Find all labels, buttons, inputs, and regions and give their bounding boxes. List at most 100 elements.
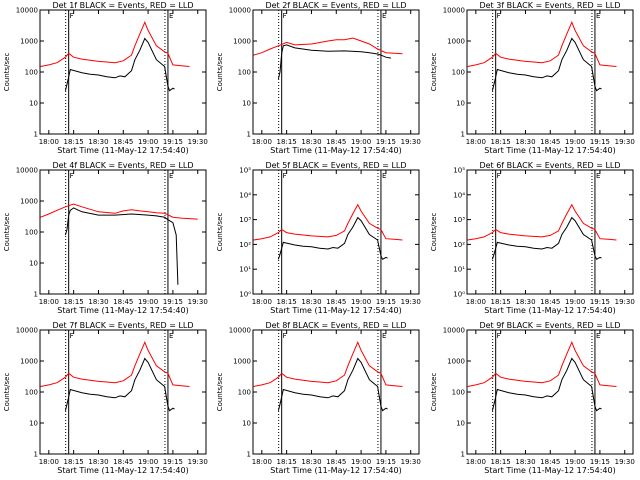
y-axis-label: Counts/sec — [430, 53, 438, 92]
x-tick-label: 19:30 — [615, 138, 635, 146]
x-tick-label: 18:30 — [515, 298, 535, 306]
x-axis-label: Start Time (11-May-12 17:54:40) — [57, 306, 188, 315]
x-axis-label: Start Time (11-May-12 17:54:40) — [270, 306, 401, 315]
y-axis-label: Counts/sec — [3, 373, 11, 412]
lld-series-line — [253, 341, 403, 387]
y-axis-label: Counts/sec — [430, 373, 438, 412]
x-tick-label: 18:45 — [540, 298, 560, 306]
x-tick-label: 19:30 — [401, 138, 421, 146]
y-tick-label: 100 — [25, 69, 38, 77]
x-tick-label: 19:15 — [376, 458, 396, 466]
lld-series-line — [467, 341, 617, 387]
x-tick-label: 19:00 — [565, 298, 585, 306]
plot-frame — [39, 329, 207, 455]
plot-frame — [466, 169, 634, 295]
x-tick-label: 18:45 — [326, 138, 346, 146]
y-tick-label: 10³ — [453, 216, 465, 224]
detector-panel-5: Det 5f BLACK = Events, RED = LLD Counts/s… — [216, 161, 421, 315]
x-tick-label: 18:00 — [39, 138, 59, 146]
marker-label: F — [70, 172, 74, 180]
x-tick-label: 18:15 — [491, 298, 511, 306]
y-axis-label: Counts/sec — [216, 53, 224, 92]
lld-series-line — [467, 21, 617, 67]
y-tick-label: 10 — [456, 100, 465, 108]
panel-title: Det 1f BLACK = Events, RED = LLD — [52, 1, 193, 10]
x-tick-label: 18:30 — [88, 138, 108, 146]
y-tick-label: 10² — [453, 241, 465, 249]
x-tick-label: 18:00 — [466, 138, 486, 146]
marker-label: F — [70, 12, 74, 20]
events-series-line — [64, 37, 175, 92]
x-tick-label: 18:00 — [252, 298, 272, 306]
marker-label: E — [596, 332, 600, 340]
x-tick-label: 19:00 — [565, 458, 585, 466]
x-tick-label: 18:45 — [540, 458, 560, 466]
x-tick-label: 19:00 — [351, 298, 371, 306]
marker-label: E — [169, 172, 173, 180]
x-axis-label: Start Time (11-May-12 17:54:40) — [57, 466, 188, 475]
events-series-line — [277, 216, 388, 261]
x-tick-label: 19:30 — [401, 458, 421, 466]
y-tick-label: 10 — [242, 420, 251, 428]
detector-panel-6: Det 6f BLACK = Events, RED = LLD Counts/s… — [430, 161, 635, 315]
x-tick-label: 18:30 — [515, 138, 535, 146]
panel-title: Det 5f BLACK = Events, RED = LLD — [265, 161, 406, 170]
y-tick-label: 10000 — [443, 7, 465, 15]
x-tick-label: 18:30 — [515, 458, 535, 466]
marker-label: F — [283, 172, 287, 180]
marker-label: F — [497, 12, 501, 20]
x-tick-label: 19:00 — [138, 298, 158, 306]
y-tick-label: 100 — [452, 389, 465, 397]
detector-panel-4: Det 4f BLACK = Events, RED = LLD Counts/s… — [3, 161, 208, 315]
x-tick-label: 19:00 — [138, 458, 158, 466]
panel-title: Det 8f BLACK = Events, RED = LLD — [265, 321, 406, 330]
y-tick-label: 10000 — [16, 327, 38, 335]
x-axis-label: Start Time (11-May-12 17:54:40) — [270, 466, 401, 475]
x-tick-label: 18:15 — [491, 458, 511, 466]
y-axis-label: Counts/sec — [216, 213, 224, 252]
x-tick-label: 18:15 — [64, 458, 84, 466]
y-tick-label: 1 — [34, 131, 38, 139]
x-tick-label: 18:15 — [277, 298, 297, 306]
marker-label: E — [382, 12, 386, 20]
y-tick-label: 1000 — [447, 38, 465, 46]
panel-title: Det 7f BLACK = Events, RED = LLD — [52, 321, 193, 330]
x-tick-label: 18:15 — [277, 138, 297, 146]
events-series-line — [64, 207, 179, 285]
x-tick-label: 18:45 — [113, 298, 133, 306]
lld-series-line — [40, 21, 190, 67]
x-tick-label: 19:30 — [188, 298, 208, 306]
x-tick-label: 19:30 — [188, 138, 208, 146]
y-tick-label: 100 — [452, 69, 465, 77]
lld-series-line — [253, 37, 403, 56]
plot-frame — [252, 169, 420, 295]
marker-label: E — [169, 332, 173, 340]
x-tick-label: 19:00 — [565, 138, 585, 146]
detector-panel-2: Det 2f BLACK = Events, RED = LLD Counts/s… — [216, 1, 421, 155]
x-tick-label: 19:15 — [163, 138, 183, 146]
marker-label: F — [283, 12, 287, 20]
lld-series-line — [40, 203, 198, 220]
y-tick-label: 10 — [242, 100, 251, 108]
y-tick-label: 10³ — [239, 216, 251, 224]
detector-panel-9: Det 9f BLACK = Events, RED = LLD Counts/s… — [430, 321, 635, 475]
events-series-line — [277, 44, 391, 80]
x-tick-label: 19:30 — [615, 298, 635, 306]
lld-series-line — [467, 203, 617, 241]
plot-frame — [39, 9, 207, 135]
x-tick-label: 19:30 — [188, 458, 208, 466]
y-tick-label: 1000 — [447, 358, 465, 366]
x-axis-label: Start Time (11-May-12 17:54:40) — [57, 146, 188, 155]
x-tick-label: 18:15 — [64, 298, 84, 306]
y-tick-label: 100 — [238, 69, 251, 77]
x-tick-label: 19:15 — [163, 458, 183, 466]
y-axis-label: Counts/sec — [3, 213, 11, 252]
y-tick-label: 1000 — [20, 358, 38, 366]
y-tick-label: 10 — [456, 420, 465, 428]
panel-title: Det 9f BLACK = Events, RED = LLD — [479, 321, 620, 330]
x-axis-label: Start Time (11-May-12 17:54:40) — [270, 146, 401, 155]
y-tick-label: 1 — [247, 451, 251, 459]
y-tick-label: 10000 — [16, 167, 38, 175]
y-tick-label: 10² — [239, 241, 251, 249]
